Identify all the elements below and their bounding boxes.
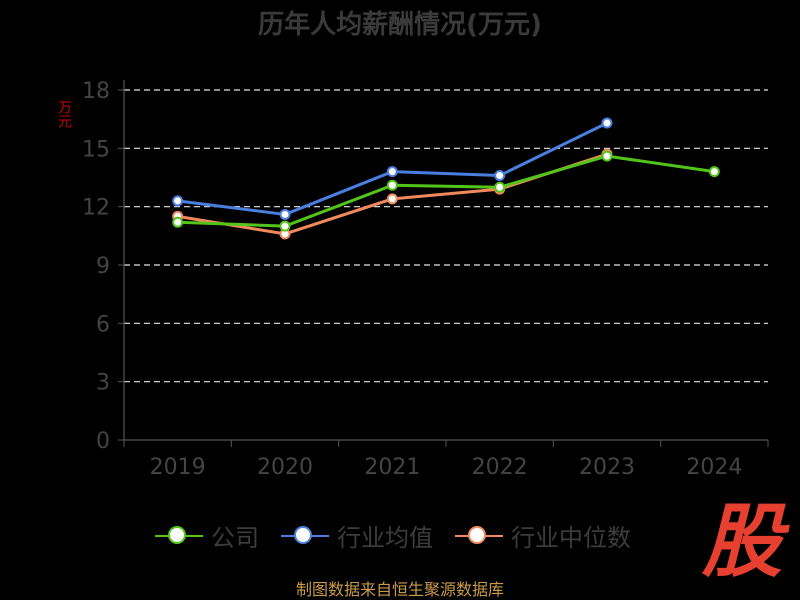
legend-swatch-industry-mean [281,525,329,546]
y-tick-label: 18 [82,79,110,104]
data-point [386,166,398,178]
legend-label-industry-median: 行业中位数 [511,524,631,552]
legend-swatch-company [155,525,203,546]
data-point [494,181,506,193]
legend: 公司 行业均值 行业中位数 [155,518,653,553]
legend-label-company: 公司 [211,524,259,552]
legend-label-industry-mean: 行业均值 [337,524,433,552]
legend-item-industry-mean[interactable]: 行业均值 [281,518,433,553]
legend-swatch-industry-median [455,525,503,546]
data-point [708,166,720,178]
x-tick-label: 2021 [364,455,420,480]
y-tick-label: 9 [96,254,110,279]
y-tick-label: 3 [96,371,110,396]
data-point [494,170,506,182]
chart-title: 历年人均薪酬情况(万元) [258,10,542,40]
data-point [172,195,184,207]
data-point [279,208,291,220]
x-tick-label: 2024 [686,455,742,480]
source-note: 制图数据来自恒生聚源数据库 [295,580,504,599]
data-point [386,179,398,191]
data-point [601,117,613,129]
legend-item-company[interactable]: 公司 [155,518,259,553]
data-point [601,150,613,162]
data-point [279,220,291,232]
data-point [172,216,184,228]
series-line [177,154,715,228]
y-axis-label: 万元 [56,100,72,128]
y-tick-label: 15 [82,137,110,162]
x-tick-label: 2019 [150,455,206,480]
y-tick-label: 0 [96,429,110,454]
legend-item-industry-median[interactable]: 行业中位数 [455,518,631,553]
x-tick-label: 2020 [257,455,313,480]
logo-icon: 股 [702,495,782,588]
x-tick-label: 2023 [579,455,635,480]
x-tick-label: 2022 [472,455,528,480]
y-tick-label: 6 [96,312,110,337]
y-tick-label: 12 [82,196,110,221]
data-point [386,193,398,205]
